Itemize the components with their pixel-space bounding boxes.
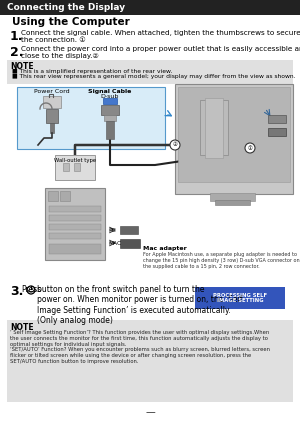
Circle shape xyxy=(245,143,255,153)
Text: —: — xyxy=(145,407,155,417)
Text: button on the front switch panel to turn the
power on. When monitor power is tur: button on the front switch panel to turn… xyxy=(37,285,242,325)
Bar xyxy=(50,123,54,133)
Bar xyxy=(49,244,101,254)
Text: Power Cord: Power Cord xyxy=(34,89,70,94)
Bar xyxy=(17,87,165,149)
Text: D-sub: D-sub xyxy=(101,94,119,99)
Bar xyxy=(63,163,69,171)
Bar xyxy=(49,215,101,221)
Bar xyxy=(268,115,286,123)
Bar xyxy=(74,163,80,171)
Text: ‘ Self Image Setting Function’? This function provides the user with optimal dis: ‘ Self Image Setting Function’? This fun… xyxy=(10,330,270,364)
Text: Connecting the Display: Connecting the Display xyxy=(7,3,125,12)
Bar xyxy=(46,109,58,123)
Bar xyxy=(106,121,114,139)
Text: ■ This is a simplified representation of the rear view.: ■ This is a simplified representation of… xyxy=(12,68,172,74)
Bar xyxy=(120,226,138,234)
Bar xyxy=(268,128,286,136)
Text: For Apple Macintosh use, a separate plug adapter is needed to
change the 15 pin : For Apple Macintosh use, a separate plug… xyxy=(143,252,300,269)
Bar xyxy=(103,98,117,104)
Bar xyxy=(49,224,101,230)
Text: Press: Press xyxy=(21,285,41,294)
Bar xyxy=(195,287,285,309)
Bar xyxy=(101,105,119,115)
Text: Mac adapter: Mac adapter xyxy=(143,246,187,251)
Bar xyxy=(48,191,58,201)
Text: PROCESSING SELF
IMAGE SETTING: PROCESSING SELF IMAGE SETTING xyxy=(213,292,267,303)
Text: ①: ① xyxy=(248,145,252,150)
Bar xyxy=(49,206,101,212)
Bar xyxy=(0,0,300,15)
Bar xyxy=(45,188,105,260)
Bar xyxy=(178,87,290,182)
Bar xyxy=(43,96,61,108)
Circle shape xyxy=(170,140,180,150)
Bar xyxy=(55,155,95,180)
Text: 1.: 1. xyxy=(10,30,23,43)
Text: 3.: 3. xyxy=(10,285,23,298)
Bar xyxy=(49,233,101,239)
Text: 2.: 2. xyxy=(10,46,23,59)
Bar xyxy=(7,320,293,402)
Bar xyxy=(104,115,116,121)
Text: ②: ② xyxy=(172,142,177,147)
Text: ■ This rear view represents a general model; your display may differ from the vi: ■ This rear view represents a general mo… xyxy=(12,74,296,79)
Text: NOTE: NOTE xyxy=(10,62,34,71)
Bar xyxy=(205,98,223,158)
Text: MAC: MAC xyxy=(108,241,121,246)
Text: NOTE: NOTE xyxy=(10,323,34,332)
Bar xyxy=(210,193,255,201)
Text: Connect the power cord into a proper power outlet that is easily accessible and
: Connect the power cord into a proper pow… xyxy=(21,46,300,59)
Bar xyxy=(60,191,70,201)
Bar xyxy=(175,84,293,194)
Circle shape xyxy=(27,286,35,294)
Bar xyxy=(120,239,140,248)
Bar xyxy=(7,60,293,84)
Bar xyxy=(200,100,228,155)
Text: Connect the signal cable. When attached, tighten the thumbscrews to secure
the c: Connect the signal cable. When attached,… xyxy=(21,30,300,43)
Text: Signal Cable: Signal Cable xyxy=(88,89,132,94)
Text: Using the Computer: Using the Computer xyxy=(12,17,130,27)
Text: PC: PC xyxy=(108,227,116,232)
Text: Wall-outlet type: Wall-outlet type xyxy=(54,158,96,163)
Bar xyxy=(215,200,250,205)
